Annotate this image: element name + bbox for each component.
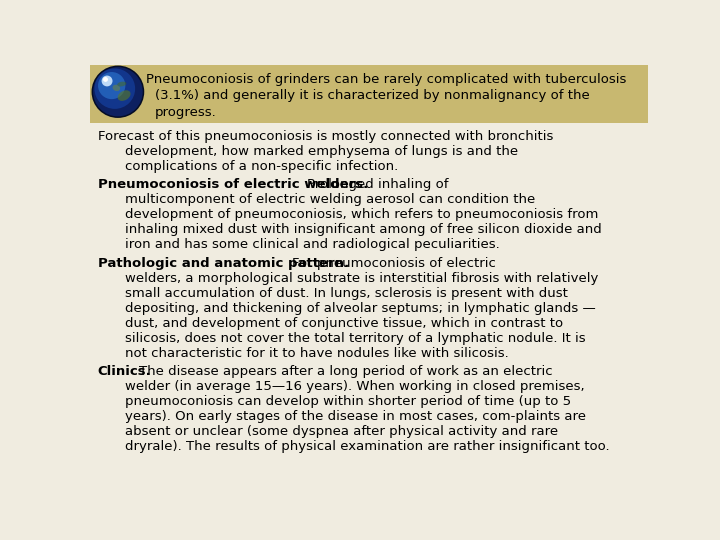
Text: welder (in average 15—16 years). When working in closed premises,: welder (in average 15—16 years). When wo… [125,380,585,393]
Bar [90,65,648,123]
Text: years). On early stages of the disease in most cases, com-plaints are: years). On early stages of the disease i… [125,410,586,423]
Text: dryrale). The results of physical examination are rather insignificant too.: dryrale). The results of physical examin… [125,440,610,453]
Text: progress.: progress. [155,106,217,119]
Text: Pneumoconiosis of grinders can be rarely complicated with tuberculosis: Pneumoconiosis of grinders can be rarely… [145,72,626,85]
Circle shape [91,65,144,118]
Text: not characteristic for it to have nodules like with silicosis.: not characteristic for it to have nodule… [125,347,508,360]
Text: iron and has some clinical and radiological peculiarities.: iron and has some clinical and radiologi… [125,239,500,252]
Text: depositing, and thickening of alveolar septums; in lymphatic glands —: depositing, and thickening of alveolar s… [125,301,595,315]
Text: Forecast of this pneumoconiosis is mostly connected with bronchitis: Forecast of this pneumoconiosis is mostl… [98,130,553,143]
Text: Prolonged inhaling of: Prolonged inhaling of [307,178,449,191]
Text: (3.1%) and generally it is characterized by nonmalignancy of the: (3.1%) and generally it is characterized… [155,90,590,103]
Ellipse shape [112,85,120,91]
Text: complications of a non-specific infection.: complications of a non-specific infectio… [125,160,398,173]
Text: Clinics.: Clinics. [98,364,151,377]
Text: absent or unclear (some dyspnea after physical activity and rare: absent or unclear (some dyspnea after ph… [125,425,558,438]
Text: Pathologic and anatomic pattern.: Pathologic and anatomic pattern. [98,256,349,269]
Ellipse shape [117,90,130,101]
Text: small accumulation of dust. In lungs, sclerosis is present with dust: small accumulation of dust. In lungs, sc… [125,287,568,300]
Text: development of pneumoconiosis, which refers to pneumoconiosis from: development of pneumoconiosis, which ref… [125,208,598,221]
Circle shape [98,72,125,99]
Ellipse shape [117,82,127,86]
Text: dust, and development of conjunctive tissue, which in contrast to: dust, and development of conjunctive tis… [125,316,563,329]
Circle shape [93,67,143,117]
Circle shape [102,76,112,86]
Text: pneumoconiosis can develop within shorter period of time (up to 5: pneumoconiosis can develop within shorte… [125,395,571,408]
Text: welders, a morphological substrate is interstitial fibrosis with relatively: welders, a morphological substrate is in… [125,272,598,285]
Text: inhaling mixed dust with insignificant among of free silicon dioxide and: inhaling mixed dust with insignificant a… [125,224,602,237]
Circle shape [103,77,108,82]
Text: silicosis, does not cover the total territory of a lymphatic nodule. It is: silicosis, does not cover the total terr… [125,332,585,345]
Circle shape [94,69,135,109]
Text: For pneumoconiosis of electric: For pneumoconiosis of electric [292,256,496,269]
Text: The disease appears after a long period of work as an electric: The disease appears after a long period … [140,364,553,377]
Text: multicomponent of electric welding aerosol can condition the: multicomponent of electric welding aeros… [125,193,535,206]
Text: Pneumoconiosis of electric welders.: Pneumoconiosis of electric welders. [98,178,368,191]
Text: development, how marked emphysema of lungs is and the: development, how marked emphysema of lun… [125,145,518,158]
